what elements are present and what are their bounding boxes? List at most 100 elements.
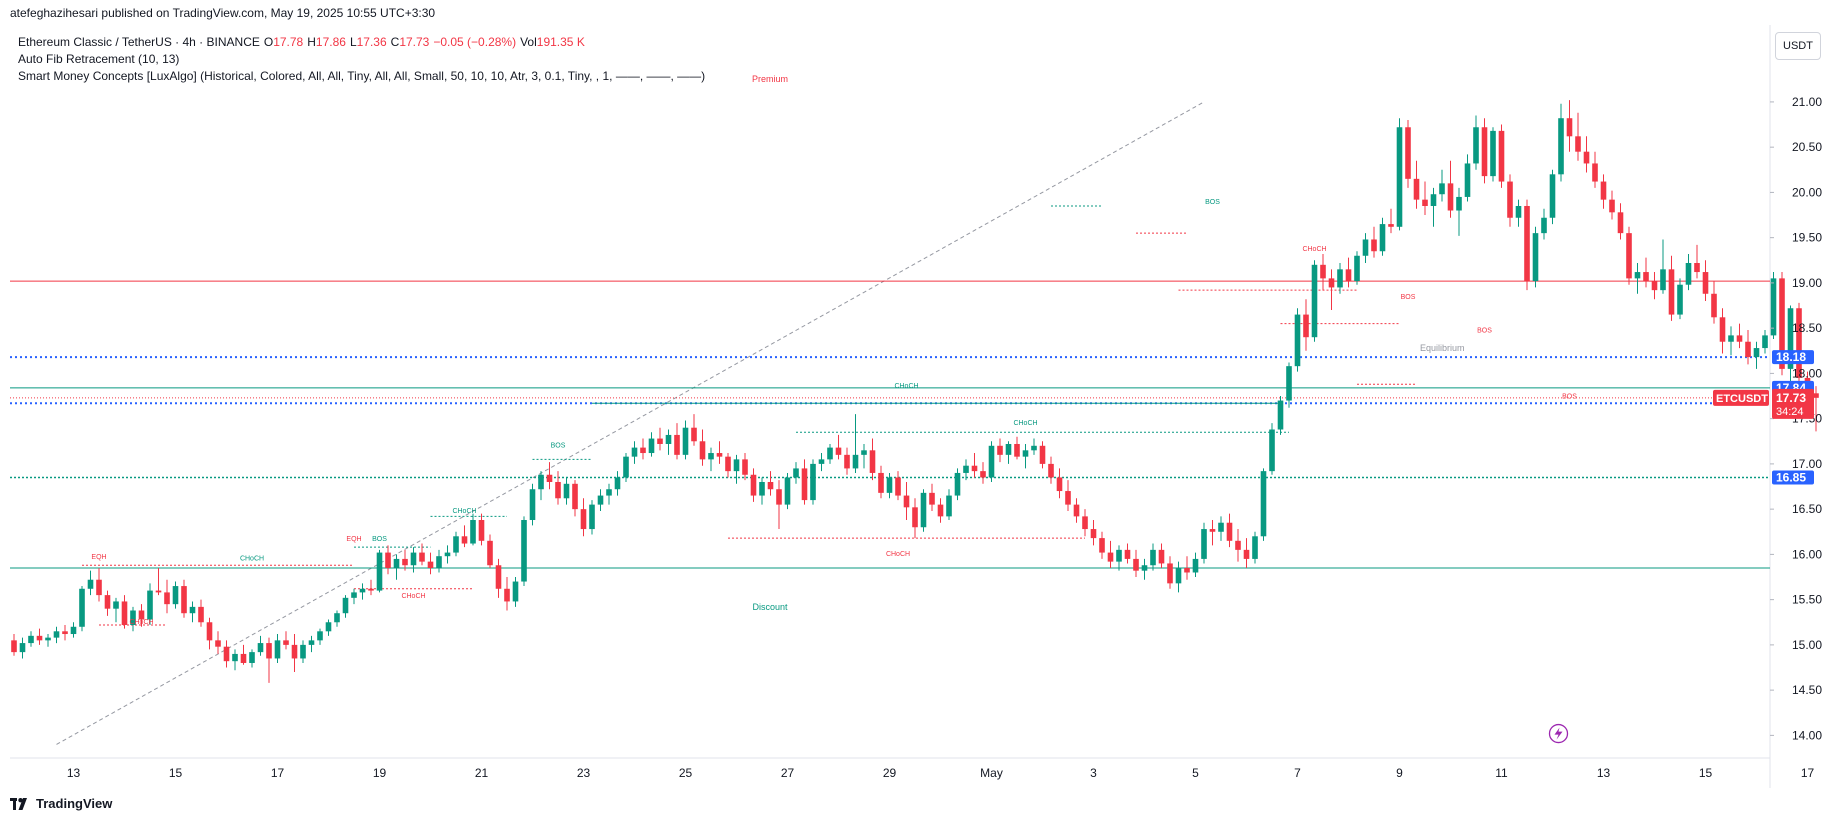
candle-body [878,472,884,493]
candle-body [1473,127,1479,164]
candle-body [1252,536,1258,559]
candle-body [1643,272,1649,282]
candle-body [614,477,621,490]
x-tick-label: 19 [373,766,387,780]
candle-body [1362,239,1369,256]
low-value: 17.36 [356,35,387,49]
candle-body [801,468,808,501]
last-price-badge [1772,388,1814,419]
structure-label: CHoCH [1302,246,1326,253]
currency-unit-label: USDT [1783,40,1813,52]
candle-body [691,427,697,442]
candle-body [580,509,587,530]
candle-body [733,459,740,472]
candle-body [1192,558,1199,573]
candle-body [1779,278,1785,369]
candle-body [1133,558,1139,571]
x-tick-label: May [980,766,1003,780]
indicator-fib-label[interactable]: Auto Fib Retracement (10, 13) [18,52,180,66]
y-tick-label: 15.00 [1792,638,1822,652]
candle-body [1124,549,1131,559]
structure-label: CHoCH [129,619,153,626]
candle-body [1371,239,1377,252]
candle-body [869,450,876,473]
candle-body [427,561,434,568]
candle-body [657,438,663,444]
candle-body [1575,136,1581,152]
y-tick-label: 15.50 [1792,593,1822,607]
candle-body [742,459,748,475]
candle-body [1082,516,1088,530]
candle-body [1107,552,1114,562]
candle-body [1600,181,1607,200]
y-tick-label: 14.50 [1792,683,1822,697]
candle-body [53,631,60,638]
indicator-row-smc[interactable]: Smart Money Concepts [LuxAlgo] (Historic… [18,68,705,85]
candle-body [521,520,527,582]
candle-body [1209,529,1216,532]
candle-body [997,445,1003,455]
structure-label: BOS [1205,199,1220,206]
candle-body [300,644,306,659]
candle-body [453,536,459,553]
last-price-value: 17.73 [1776,391,1806,405]
fib-trend-line [56,101,1205,745]
candle-body [810,463,816,501]
currency-unit-button[interactable]: USDT [1775,32,1821,60]
y-tick-label: 19.50 [1792,231,1822,245]
x-tick-label: 15 [169,766,183,780]
tradingview-logo[interactable]: TradingView [10,796,112,811]
high-label: H [307,35,316,49]
candle-body [62,631,68,635]
candle-body [861,450,867,455]
candle-body [1566,118,1573,137]
candle-body [1150,549,1156,566]
price-badge-bg [1772,470,1814,485]
indicator-smc-label[interactable]: Smart Money Concepts [LuxAlgo] (Historic… [18,69,706,83]
candle-body [699,441,706,460]
candle-body [504,588,510,602]
candle-body [1031,445,1037,451]
candle-body [1728,335,1734,342]
candle-body [1464,163,1471,197]
candle-body [988,445,995,478]
candle-body [19,643,26,653]
price-badge: 16.85 [1776,470,1806,484]
candle-body [113,601,119,609]
candle-body [529,489,536,521]
symbol-title[interactable]: Ethereum Classic / TetherUS · 4h · BINAN… [18,35,260,49]
candle-body [376,552,383,591]
candle-body [818,459,825,464]
y-tick-label: 21.00 [1792,95,1822,109]
indicator-row-fib[interactable]: Auto Fib Retracement (10, 13) [18,51,705,68]
candle-body [1014,443,1020,457]
candle-body [393,558,400,568]
grid-layer [10,25,1771,788]
candle-body [419,552,425,562]
candle-body [1668,269,1675,315]
candle-body [1048,463,1054,478]
candle-body [351,592,357,598]
x-tick-label: 21 [475,766,489,780]
candle-body [1498,130,1505,182]
candle-body [1626,233,1632,279]
candle-body [784,477,791,505]
candle-body [96,579,102,596]
vol-label: Vol [520,35,537,49]
x-axis: 131517192123252729May3579111315171921 [67,766,1815,780]
y-axis: 21.0020.5020.0019.5019.0018.5018.0017.50… [1770,95,1822,742]
candle-body [147,590,153,620]
candle-body [1201,529,1207,559]
equilibrium-label: Equilibrium [1420,343,1465,353]
candle-body [1770,278,1777,336]
candle-body [708,453,714,460]
candle-body [487,540,493,566]
candle-body [359,588,366,593]
candle-body [1651,281,1658,291]
x-tick-label: 27 [781,766,795,780]
candle-body [1065,491,1071,505]
candle-body [1243,549,1250,559]
candle-body [1175,567,1182,584]
